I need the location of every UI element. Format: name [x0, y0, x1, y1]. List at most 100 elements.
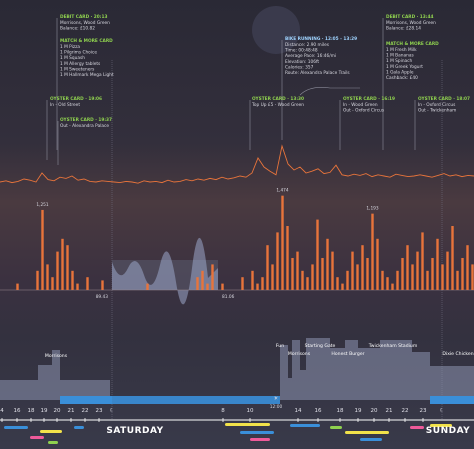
annotation-line: 1 Gala Apple: [386, 69, 414, 75]
annotation-title: OYSTER CARD · 18:07: [418, 96, 470, 102]
bar: [316, 219, 319, 290]
bar: [36, 270, 39, 290]
bar: [351, 251, 354, 290]
annotation-line: Distance: 2.90 miles: [285, 42, 330, 48]
sun-halo: [252, 6, 300, 54]
bar: [71, 270, 74, 290]
annotation-line: Balance: £10.82: [60, 26, 95, 32]
band-label: 81.06: [222, 294, 235, 300]
annotation-line: Out - Twickenham: [418, 108, 456, 114]
bar: [311, 264, 314, 290]
day-label: SUNDAY: [426, 426, 470, 436]
bar: [281, 195, 284, 290]
time-tick-label: 22: [82, 408, 89, 414]
annotation-line: Out - Oxford Circus: [343, 108, 385, 114]
annotation-title: DEBIT CARD · 20:13: [60, 14, 107, 20]
bar: [301, 270, 304, 290]
bar: [396, 270, 399, 290]
place-label: Fun: [276, 343, 284, 349]
annotation-title: BIKE RUNNING · 12:05 - 13:29: [285, 36, 357, 42]
annotation-line: 1 M Allergy tablets: [60, 61, 101, 67]
bar: [366, 258, 369, 290]
bar: [411, 264, 414, 290]
time-tick-label: 16: [14, 408, 21, 414]
annotation-line: 1 M Hallmark Mega Light: [60, 72, 114, 78]
bar: [211, 264, 214, 290]
bar: [256, 283, 259, 290]
bar: [221, 283, 224, 290]
annotation-title: OYSTER CARD · 19:37: [60, 117, 112, 123]
bar: [326, 238, 329, 290]
time-tick-label: 23: [96, 408, 103, 414]
place-label: Twickenham Stadium: [368, 343, 418, 349]
bar: [56, 251, 59, 290]
bar: [46, 264, 49, 290]
annotation-title: MATCH & MORE CARD: [386, 41, 439, 47]
bar: [376, 238, 379, 290]
bar: [381, 270, 384, 290]
annotation-title: OYSTER CARD · 16:19: [343, 96, 395, 102]
bar: [286, 226, 289, 290]
bar: [391, 283, 394, 290]
sleep-wave: [112, 237, 218, 305]
bar: [421, 232, 424, 290]
time-tick-label: 19: [355, 408, 362, 414]
activity-pills: [4, 423, 452, 444]
place-label: Dixie Chicken: [442, 351, 473, 357]
time-tick-label: 4: [0, 408, 4, 414]
bar: [466, 245, 469, 290]
bar: [401, 258, 404, 290]
annotation-line: Route: Alexandra Palace Trails: [285, 70, 350, 76]
bar: [441, 264, 444, 290]
bar: [86, 277, 89, 290]
place-label: Starting Gate: [305, 343, 336, 349]
bar: [196, 277, 199, 290]
bar-label: 1,251: [36, 202, 49, 208]
time-tick-label: 21: [386, 408, 393, 414]
annotation-title: MATCH & MORE CARD: [60, 38, 113, 44]
bar: [446, 251, 449, 290]
time-tick-label: 14: [295, 408, 302, 414]
annotation-line: Average Pace: 16:46/mi: [285, 53, 336, 59]
bar: [456, 270, 459, 290]
bar: [451, 226, 454, 290]
place-label: Morrisons: [288, 351, 311, 357]
annotation-line: Out - Alexandra Palace: [60, 123, 109, 129]
line-series: [0, 144, 474, 184]
time-tick-label: 22: [402, 408, 409, 414]
moon-icon: ☾: [110, 408, 115, 414]
bar: [426, 270, 429, 290]
travel-bar: [430, 396, 474, 404]
bar: [321, 258, 324, 290]
bar: [461, 258, 464, 290]
connectors: [46, 18, 443, 420]
moon-icon: ☾: [440, 408, 445, 414]
time-tick-label: 16: [315, 408, 322, 414]
bar: [431, 258, 434, 290]
bar-label: 1,193: [366, 206, 379, 212]
location-steps: [0, 338, 474, 400]
bar: [146, 283, 149, 290]
bar: [41, 209, 44, 290]
bar: [361, 245, 364, 290]
bar: [266, 245, 269, 290]
annotation-line: 1 M Squash: [60, 55, 85, 61]
bar: [386, 277, 389, 290]
annotation-line: 1 Pilgrims Choice: [60, 50, 97, 56]
time-tick-label: 20: [54, 408, 61, 414]
bar: [306, 277, 309, 290]
time-tick-label: 19: [41, 408, 48, 414]
bar: [276, 232, 279, 290]
bar: [336, 277, 339, 290]
bar: [101, 280, 104, 290]
place-label: Honest Burger: [331, 351, 364, 357]
bar: [406, 245, 409, 290]
bar: [241, 277, 244, 290]
bar: [346, 270, 349, 290]
annotation-line: In - Oxford Circus: [418, 102, 456, 108]
bar: [471, 264, 474, 290]
bar: [16, 283, 19, 290]
time-tick-label: 8: [221, 408, 225, 414]
annotation-line: Cashback: £40: [386, 75, 418, 81]
